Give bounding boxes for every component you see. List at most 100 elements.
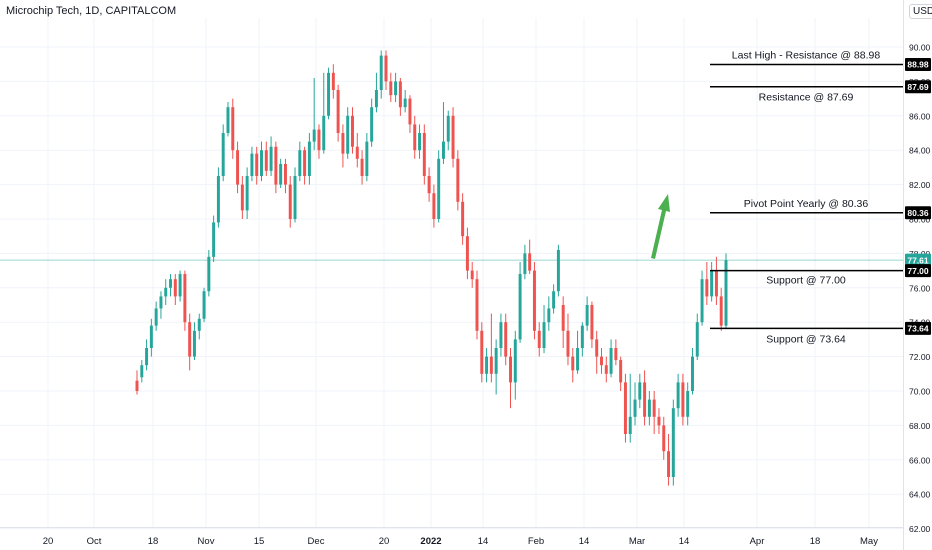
candle-body [216,176,220,223]
candle-body [504,322,508,357]
x-tick-label: Dec [308,536,325,547]
candle-body [513,339,517,383]
candle-body [370,107,374,142]
candle-body [705,279,709,297]
candle-body [389,81,393,96]
candle-body [561,305,565,331]
candle-body [221,133,225,176]
candle-body [183,274,187,323]
candle-body [269,146,273,171]
candle-body [432,193,436,219]
candle-body [437,158,441,219]
candle-body [456,158,460,202]
candle-body [145,348,149,366]
candle-body [245,176,249,211]
candle-body [384,55,388,82]
x-tick-label: 15 [254,536,265,547]
candle-body [523,253,527,275]
candle-body [307,141,311,176]
candle-body [714,270,718,297]
candle-body [537,330,541,348]
y-tick-label: 70.00 [909,387,931,397]
y-tick-label: 68.00 [909,421,931,431]
candle-body [374,90,378,108]
candle-body [154,308,158,326]
y-tick-label: 76.00 [909,283,931,293]
candle-body [250,153,254,176]
x-tick-label: 2022 [420,536,441,547]
candle-body [647,399,651,417]
candle-body [207,256,211,292]
candle-body [671,408,675,477]
price-tag-label: 73.64 [907,324,929,334]
candle-body [303,150,307,176]
candle-body [379,55,383,90]
candle-body [710,270,714,297]
candle-body [240,184,244,211]
candle-body [566,330,570,357]
candle-body [293,176,297,219]
candle-body [628,416,632,434]
candle-body [331,72,335,90]
candle-body [226,107,230,133]
candle-body [690,356,694,391]
level-label: Pivot Point Yearly @ 80.36 [744,198,869,210]
price-tag [905,206,931,220]
candle-body [451,115,455,159]
candle-body [518,274,522,340]
x-tick-label: 18 [810,536,821,547]
candle-body [643,382,647,417]
level-label: Last High - Resistance @ 88.98 [732,50,881,62]
level-label: Support @ 73.64 [766,333,846,345]
candle-body [427,176,431,194]
y-tick-label: 66.00 [909,455,931,465]
candle-body [188,322,192,357]
candle-body [255,153,259,176]
candle-body [418,133,422,151]
candle-body [327,72,331,116]
x-tick-label: Nov [198,536,215,547]
level-label: Resistance @ 87.69 [759,92,854,104]
x-tick-label: 20 [43,536,54,547]
candle-body [619,360,623,383]
candle-body [164,287,168,297]
x-tick-label: Feb [528,536,544,547]
candle-body [317,129,321,151]
candle-body [600,356,603,366]
candle-body [614,348,618,361]
x-tick-label: Oct [87,536,102,547]
y-tick-label: 64.00 [909,490,931,500]
candle-body [499,322,503,348]
candle-body [461,201,465,237]
candle-body [398,81,402,108]
y-tick-label: 86.00 [909,111,931,121]
candle-body [695,322,699,357]
candle-body [260,150,263,176]
price-tag [905,321,931,335]
candle-body [135,380,139,391]
price-tag [905,80,931,94]
candle-body [528,253,532,271]
candle-body [623,382,627,434]
candle-body [159,296,163,309]
candle-body [298,150,302,176]
candle-body [590,305,594,340]
candle-body [485,356,489,374]
x-tick-label: 20 [379,536,390,547]
candle-body [542,322,546,348]
candle-body [173,279,177,297]
candle-body [667,451,671,477]
candle-body [633,399,637,417]
candle-body [446,115,450,142]
candle-body [552,291,556,309]
candle-body [475,279,479,331]
candle-body [279,163,283,185]
candle-body [719,296,723,326]
y-tick-label: 90.00 [909,43,931,53]
price-tag-label: 88.98 [907,60,929,70]
price-tag-label: 87.69 [907,82,929,92]
candle-body [595,339,599,357]
currency-badge[interactable]: USD [909,4,932,19]
candle-body [494,348,498,374]
x-tick-label: 14 [478,536,489,547]
